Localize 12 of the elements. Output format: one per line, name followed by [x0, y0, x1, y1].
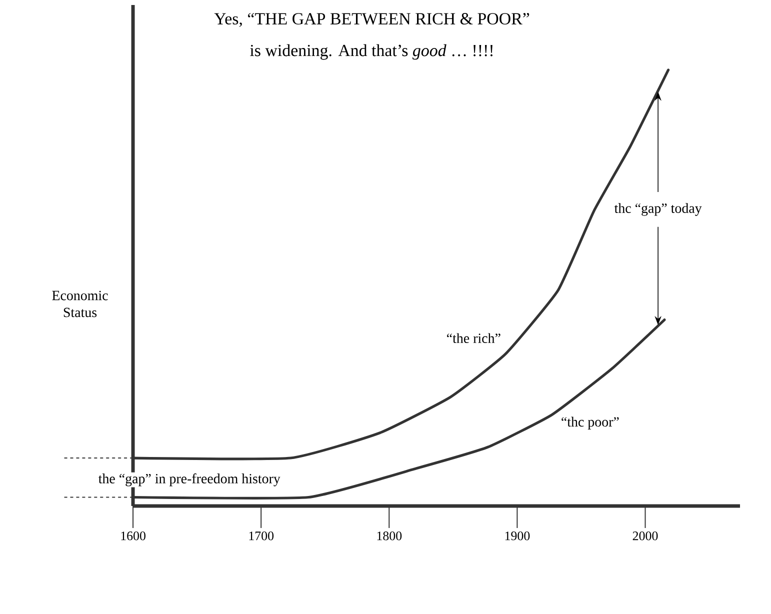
- series-label: “the rich”: [447, 333, 500, 344]
- chart-subtitle: is widening. And that’s good … !!!!: [250, 44, 492, 60]
- series-label: “thc poor”: [562, 416, 619, 430]
- y-axis-title: Economic Status: [52, 290, 108, 318]
- x-tick-label: 1900: [505, 532, 530, 540]
- chart-title: Yes, “THE GAP BETWEEN RICH & POOR”: [214, 13, 530, 27]
- x-tick-label: 1700: [249, 532, 274, 540]
- x-tick-label: 1600: [121, 532, 146, 540]
- x-tick-label: 1800: [377, 532, 402, 540]
- annotation: the “gap” in pre-freedom history: [98, 473, 280, 486]
- x-tick-label: 2000: [632, 532, 658, 540]
- annotation: thc “gap” today: [614, 203, 702, 216]
